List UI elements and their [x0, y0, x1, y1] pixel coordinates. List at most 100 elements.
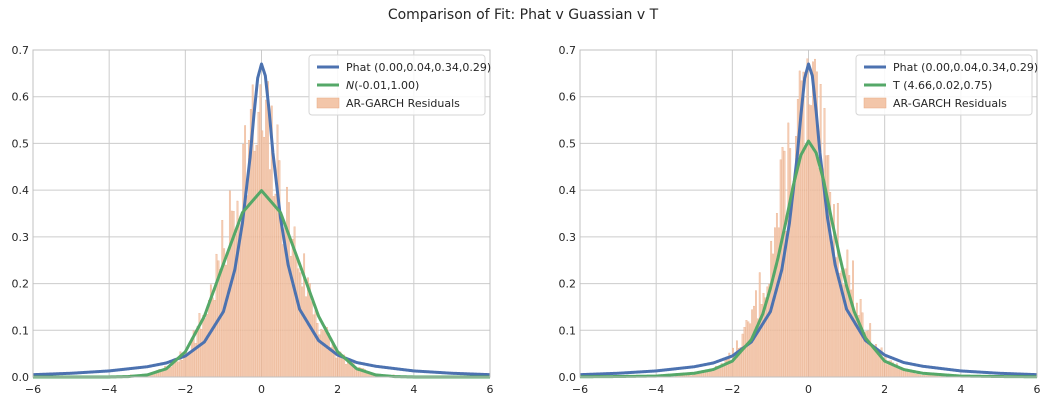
histogram-bar	[190, 337, 193, 378]
legend-box	[308, 54, 486, 116]
histogram-bar	[187, 354, 189, 378]
x-tick-label: −2	[724, 383, 740, 396]
histogram-bar	[873, 349, 875, 378]
histogram-bar	[177, 361, 180, 378]
histogram-bar	[183, 354, 186, 378]
histogram-bar	[200, 328, 203, 378]
histogram-bar	[288, 202, 290, 378]
histogram-bar	[836, 203, 839, 378]
histogram-bar	[215, 253, 218, 378]
y-tick-label: 0.0	[12, 371, 30, 384]
x-tick-label: 0	[258, 383, 265, 396]
histogram-bar	[282, 244, 285, 378]
histogram-bar	[861, 312, 864, 378]
legend-swatch-histogram	[316, 97, 340, 109]
histogram-bar	[327, 332, 330, 378]
histogram-bar	[208, 300, 210, 378]
left-chart-panel: −6 −4 −2 0 2 4 6 0.0 0.1 0.2 0.3 0.4 0.5 0.6 0.7 Phat (…	[12, 44, 494, 396]
x-tick-label: −2	[177, 383, 193, 396]
histogram-bar	[169, 366, 172, 378]
histogram-bar	[314, 310, 317, 378]
histogram-bar	[202, 315, 205, 378]
x-tick-label: 4	[957, 383, 964, 396]
legend-label: AR-GARCH Residuals	[346, 97, 460, 110]
histogram-bar	[741, 333, 744, 378]
histogram-bar	[211, 297, 214, 378]
histogram-bar	[305, 296, 307, 378]
x-tick-label: 6	[487, 383, 494, 396]
y-tick-label: 0.0	[559, 371, 577, 384]
y-tick-label: 0.6	[559, 91, 577, 104]
histogram-bar	[726, 358, 729, 378]
histogram-bar	[812, 61, 814, 378]
histogram-bar	[743, 327, 746, 378]
histogram-bar	[257, 111, 260, 378]
x-tick-label: −6	[572, 383, 588, 396]
x-tick-label: 6	[1034, 383, 1041, 396]
histogram-bar	[899, 369, 902, 378]
y-tick-label: 0.7	[12, 44, 30, 57]
histogram-bar	[276, 124, 279, 378]
legend-label: T (4.66,0.02,0.75)	[892, 79, 992, 92]
histogram-bar	[246, 195, 248, 378]
histogram-bar	[295, 257, 298, 378]
y-tick-label: 0.3	[559, 231, 577, 244]
x-tick-label: −4	[648, 383, 664, 396]
histogram-bar	[265, 99, 267, 378]
left-phat-line	[32, 62, 491, 377]
histogram-bar	[242, 144, 245, 378]
histogram-bar	[718, 367, 721, 378]
histogram-bar	[261, 130, 264, 378]
histogram-bar	[884, 353, 887, 378]
left-histogram	[128, 81, 397, 378]
right-legend: Phat (0.00,0.04,0.34,0.29) T (4.66,0.02,0…	[855, 54, 1038, 116]
right-chart-panel: −6 −4 −2 0 2 4 6 0.0 0.1 0.2 0.3 0.4 0.5 0.6 0.7 Phat (…	[559, 44, 1041, 396]
histogram-bar	[320, 328, 323, 378]
histogram-bar	[225, 264, 227, 378]
histogram-bar	[745, 320, 748, 378]
histogram-bar	[753, 305, 755, 378]
histogram-bar	[869, 323, 872, 378]
legend-label: Phat (0.00,0.04,0.34,0.29)	[346, 61, 491, 74]
histogram-bar	[253, 150, 256, 378]
histogram-bar	[886, 364, 889, 378]
histogram-bar	[297, 268, 300, 378]
right-plot-frame	[579, 49, 1038, 378]
histogram-bar	[196, 326, 199, 378]
histogram-bar	[316, 323, 319, 378]
y-tick-label: 0.4	[559, 184, 577, 197]
histogram-bar	[331, 342, 334, 378]
histogram-bar	[724, 358, 727, 378]
x-tick-label: 4	[410, 383, 417, 396]
histogram-bar	[787, 122, 790, 378]
histogram-bar	[709, 371, 712, 378]
histogram-bar	[827, 155, 830, 378]
histogram-bar	[301, 286, 304, 378]
histogram-bar	[310, 301, 313, 378]
histogram-bar	[345, 364, 347, 378]
histogram-bar	[206, 314, 208, 378]
x-tick-label: 2	[334, 383, 341, 396]
right-fit-line	[579, 139, 1038, 379]
x-tick-label: −6	[25, 383, 41, 396]
y-tick-label: 0.2	[559, 278, 577, 291]
histogram-bar	[821, 168, 824, 378]
histogram-bar	[240, 231, 243, 378]
histogram-bar	[722, 366, 725, 378]
histogram-bar	[909, 372, 912, 378]
histogram-bar	[274, 193, 277, 378]
legend-label: AR-GARCH Residuals	[893, 97, 1007, 110]
histogram-bar	[789, 148, 792, 378]
histogram-bar	[227, 253, 229, 378]
histogram-bar	[876, 352, 879, 378]
histogram-bar	[867, 330, 870, 378]
histogram-bar	[878, 355, 881, 378]
histogram-bar	[747, 321, 750, 378]
histogram-bar	[791, 197, 794, 378]
histogram-bar	[255, 144, 258, 378]
histogram-bar	[819, 84, 822, 378]
y-tick-label: 0.1	[559, 324, 577, 337]
x-tick-label: 2	[881, 383, 888, 396]
histogram-bar	[817, 167, 820, 378]
